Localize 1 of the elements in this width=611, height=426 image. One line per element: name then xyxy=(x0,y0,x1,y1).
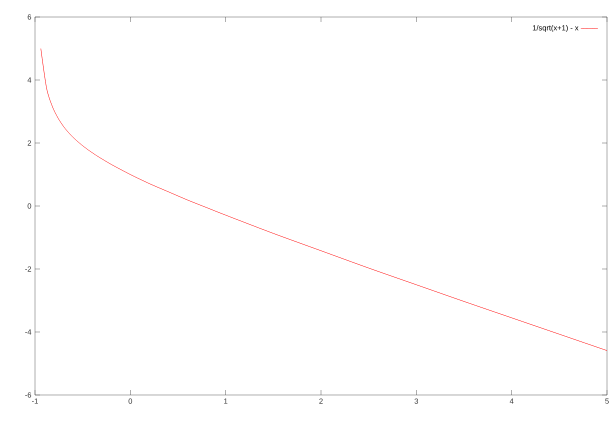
line-series xyxy=(40,48,607,351)
